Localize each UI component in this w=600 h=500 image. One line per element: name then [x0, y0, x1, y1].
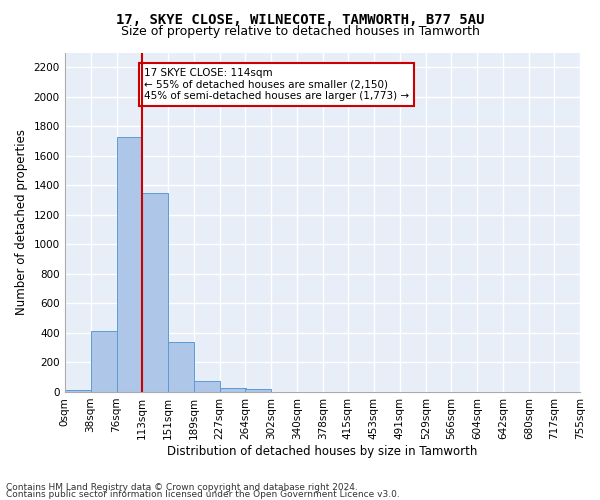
- Bar: [245, 389, 271, 392]
- Bar: [142, 194, 168, 392]
- Text: 17 SKYE CLOSE: 114sqm
← 55% of detached houses are smaller (2,150)
45% of semi-d: 17 SKYE CLOSE: 114sqm ← 55% of detached …: [144, 68, 409, 101]
- Bar: [116, 136, 142, 392]
- Y-axis label: Number of detached properties: Number of detached properties: [15, 129, 28, 315]
- Text: Contains HM Land Registry data © Crown copyright and database right 2024.: Contains HM Land Registry data © Crown c…: [6, 484, 358, 492]
- Bar: [220, 388, 245, 392]
- Text: 17, SKYE CLOSE, WILNECOTE, TAMWORTH, B77 5AU: 17, SKYE CLOSE, WILNECOTE, TAMWORTH, B77…: [116, 12, 484, 26]
- Bar: [65, 390, 91, 392]
- Bar: [91, 330, 116, 392]
- Bar: [168, 342, 194, 392]
- Bar: [194, 381, 220, 392]
- Text: Size of property relative to detached houses in Tamworth: Size of property relative to detached ho…: [121, 25, 479, 38]
- X-axis label: Distribution of detached houses by size in Tamworth: Distribution of detached houses by size …: [167, 444, 478, 458]
- Text: Contains public sector information licensed under the Open Government Licence v3: Contains public sector information licen…: [6, 490, 400, 499]
